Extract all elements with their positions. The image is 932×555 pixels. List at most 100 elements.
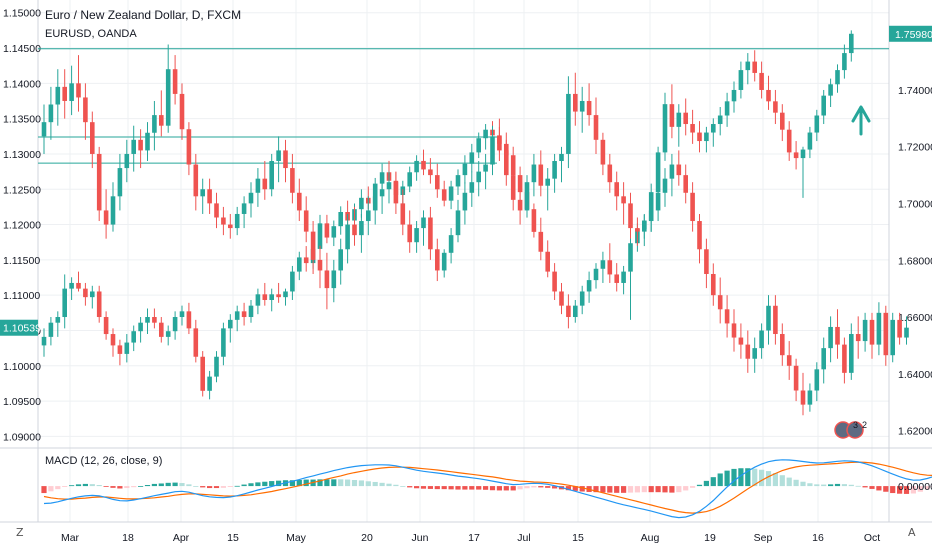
time-axis-tick-label: Oct	[864, 532, 880, 544]
candle-body	[131, 140, 136, 154]
candle-body	[559, 291, 564, 305]
up-arrow-icon	[853, 107, 869, 134]
candle-body	[539, 232, 544, 252]
macd-histogram-bar	[731, 469, 736, 486]
candle-body	[801, 391, 806, 405]
macd-histogram-bar	[435, 486, 440, 489]
candle-body	[870, 320, 875, 345]
candle-body	[532, 165, 537, 183]
right-axis-tick-label: 1.70000	[898, 198, 932, 210]
candle-body	[780, 113, 785, 130]
macd-histogram-bar	[676, 486, 681, 492]
macd-histogram-bar	[614, 486, 619, 493]
macd-histogram-bar	[842, 484, 847, 486]
candle-body	[145, 317, 150, 323]
eurusd-candles	[42, 44, 909, 415]
candle-body	[104, 210, 109, 224]
macd-axis-tick-label: 0.00000	[898, 481, 932, 493]
candle-body	[656, 193, 661, 211]
macd-histogram-bar	[787, 478, 792, 486]
candle-body	[200, 357, 205, 391]
candle-body	[118, 345, 123, 354]
candle-body	[159, 323, 164, 337]
macd-histogram-bar	[683, 486, 688, 490]
candle-body	[318, 260, 323, 271]
candle-body	[263, 294, 268, 300]
macd-histogram-bar	[262, 482, 267, 486]
candle-body	[697, 133, 702, 142]
candle-body	[732, 90, 737, 101]
macd-histogram-bar	[828, 484, 833, 486]
macd-histogram-bar	[455, 486, 460, 489]
macd-histogram-bar	[849, 485, 854, 486]
macd-histogram-bar	[400, 486, 405, 487]
macd-histogram-bar	[200, 486, 205, 487]
candle-body	[594, 115, 599, 140]
auto-scale-corner-label[interactable]: A	[908, 526, 916, 539]
candle-body	[532, 209, 537, 232]
candle-body	[794, 366, 799, 391]
candle-body	[601, 260, 606, 269]
candle-body	[359, 198, 364, 209]
candle-body	[476, 138, 481, 152]
timezone-corner-label[interactable]: Z	[16, 526, 24, 539]
macd-histogram-bar	[856, 486, 861, 487]
candle-body	[421, 217, 426, 228]
candle-body	[187, 311, 192, 328]
time-axis-tick-label: 16	[812, 532, 824, 544]
candle-body	[152, 317, 157, 323]
candle-body	[249, 193, 254, 204]
candle-body	[138, 140, 143, 151]
time-axis-tick-label: Jul	[517, 532, 530, 544]
candle-body	[332, 226, 337, 237]
macd-histogram-bar	[380, 483, 385, 486]
candle-body	[380, 189, 385, 196]
candle-body	[428, 169, 433, 175]
macd-histogram-bar	[538, 486, 543, 487]
macd-histogram-bar	[669, 486, 674, 493]
macd-histogram-bar	[725, 471, 730, 486]
time-axis-tick-label: 15	[227, 532, 239, 544]
candle-body	[200, 189, 205, 196]
candle-body	[256, 294, 261, 305]
candle-body	[214, 357, 219, 377]
candle-body	[677, 165, 682, 176]
candle-body	[145, 133, 150, 151]
candle-body	[269, 161, 274, 189]
candle-body	[97, 154, 102, 210]
macd-histogram-bar	[214, 486, 219, 488]
candle-body	[221, 217, 226, 224]
candle-body	[821, 96, 826, 116]
candle-body	[890, 320, 895, 355]
candle-body	[608, 165, 613, 183]
candle-body	[649, 210, 654, 221]
macd-histogram-bar	[821, 485, 826, 487]
candle-body	[56, 87, 61, 105]
candle-body	[670, 165, 675, 179]
left-axis-tick-label: 1.12500	[3, 184, 41, 196]
candle-body	[345, 225, 350, 250]
candle-body	[690, 193, 695, 221]
candle-body	[194, 328, 199, 356]
macd-histogram	[41, 468, 932, 494]
candle-body	[828, 327, 833, 348]
macd-histogram-bar	[90, 484, 95, 486]
candle-body	[435, 175, 440, 189]
candle-body	[621, 196, 626, 203]
candle-body	[56, 317, 61, 323]
right-axis-tick-label: 1.74000	[898, 85, 932, 97]
macd-histogram-bar	[649, 486, 654, 492]
macd-histogram-bar	[421, 486, 426, 489]
candle-body	[256, 179, 261, 193]
macd-histogram-bar	[393, 485, 398, 486]
candle-body	[249, 306, 254, 317]
candle-body	[449, 235, 454, 253]
macd-histogram-bar	[242, 485, 247, 487]
candle-body	[497, 136, 502, 150]
candle-body	[504, 150, 509, 175]
candle-body	[338, 212, 343, 226]
candle-body	[670, 104, 675, 127]
candle-body	[815, 369, 820, 390]
candle-body	[566, 306, 571, 317]
